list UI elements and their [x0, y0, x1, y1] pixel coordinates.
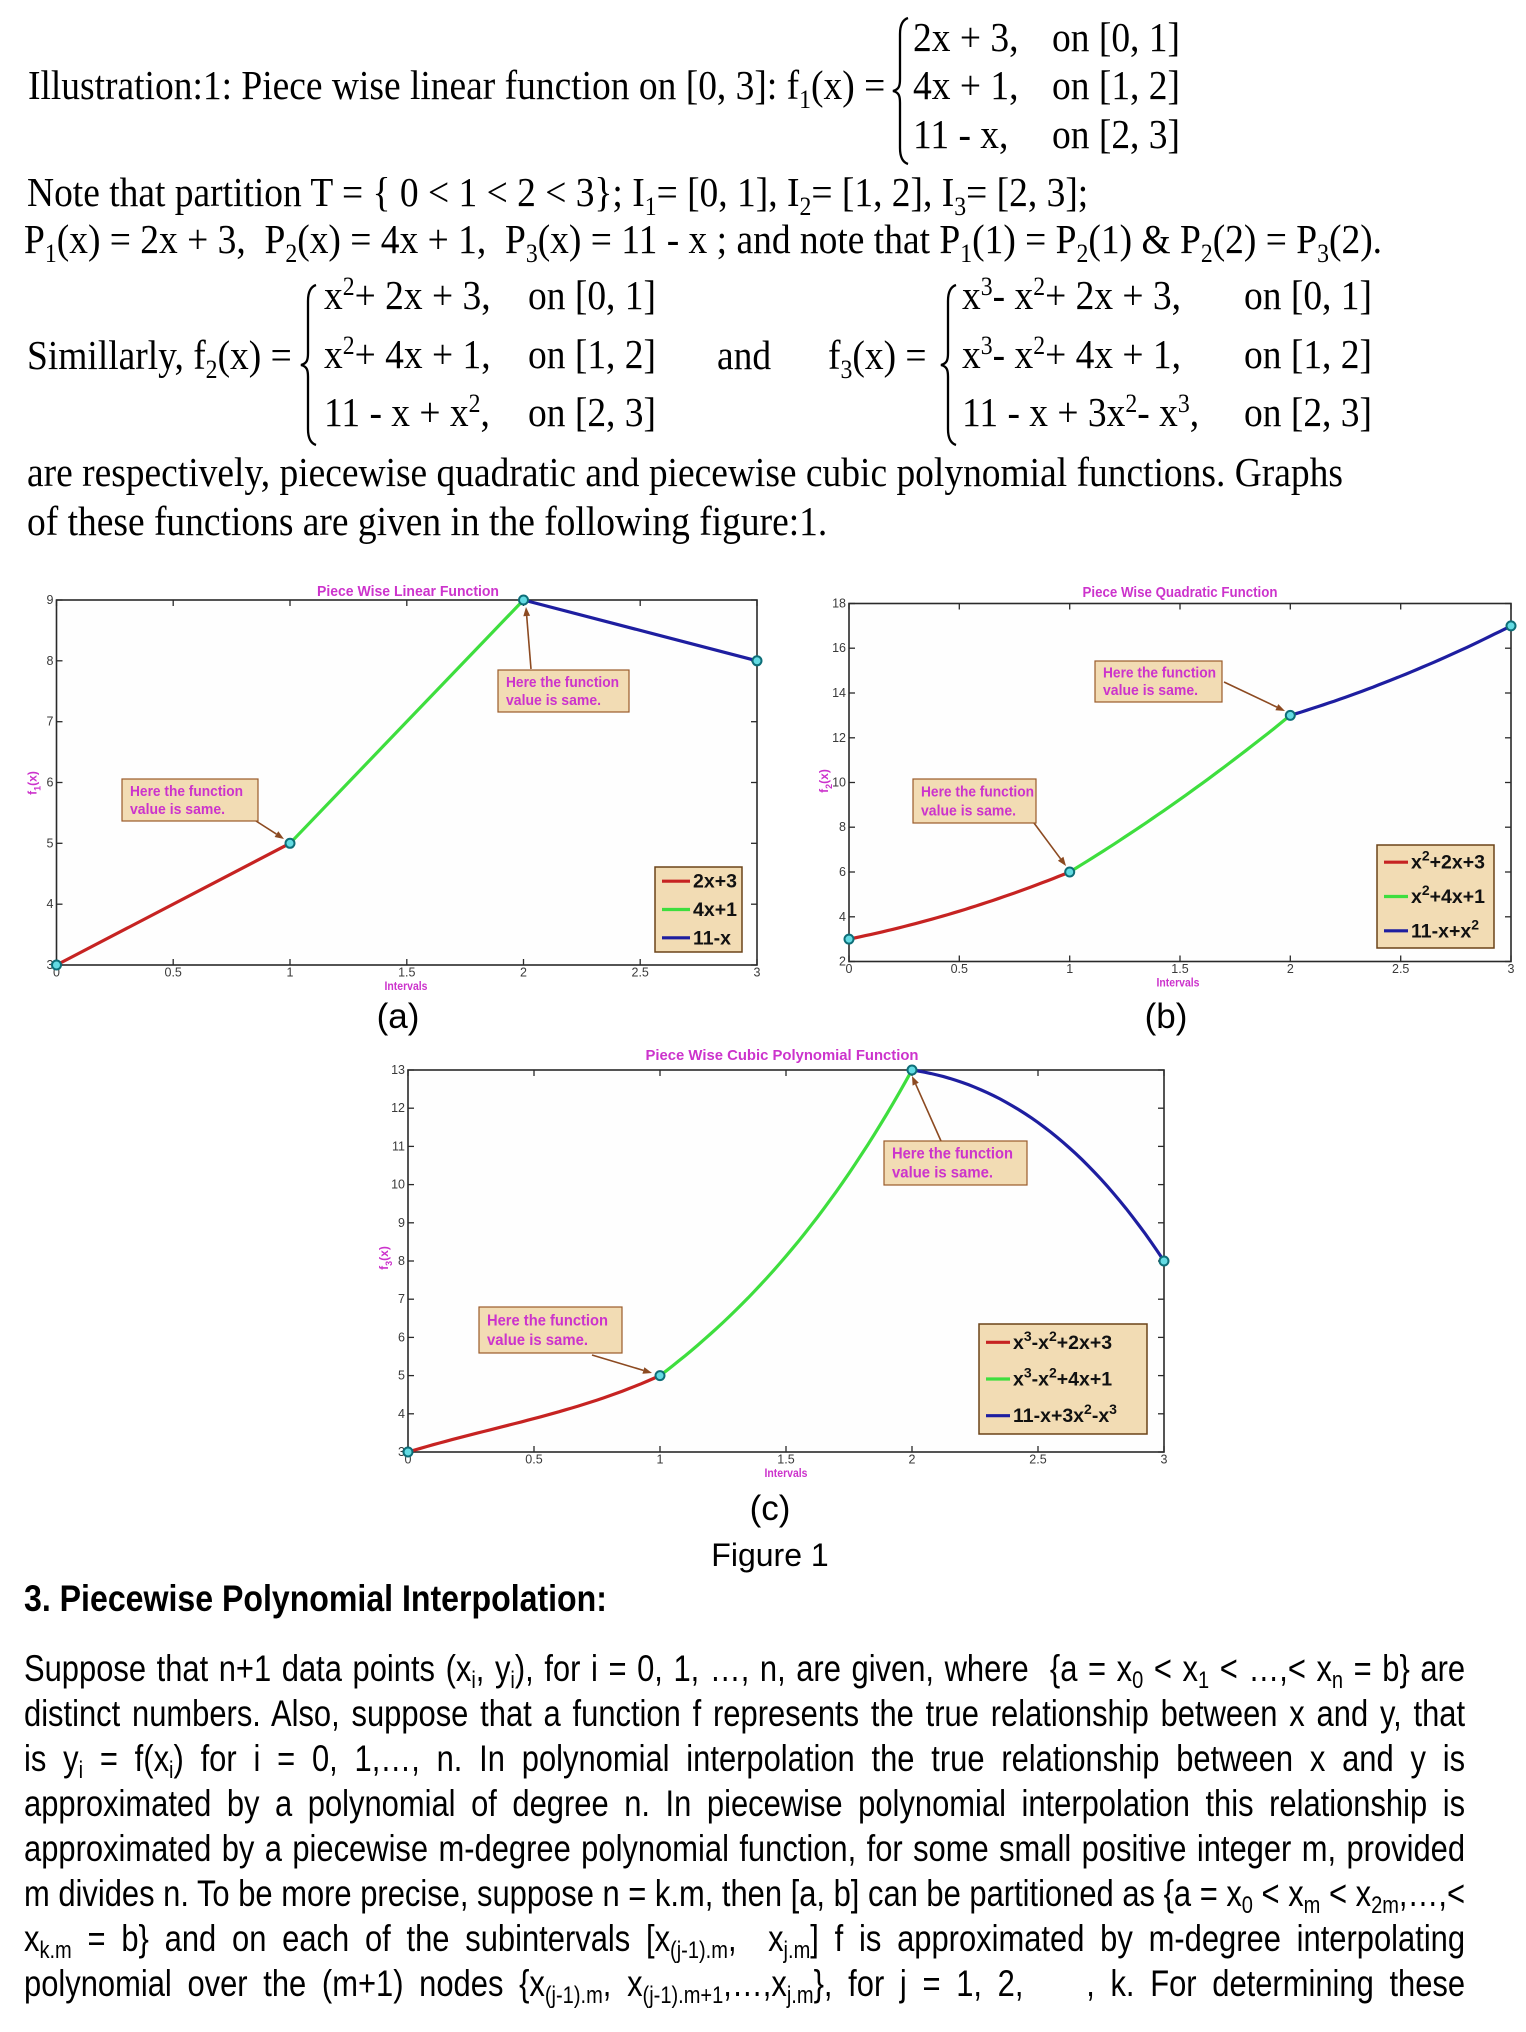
svg-text:x2+4x+1: x2+4x+1 — [1411, 882, 1485, 908]
svg-text:Here the function: Here the function — [506, 674, 619, 691]
svg-text:value is same.: value is same. — [130, 801, 225, 818]
svg-text:2x+3: 2x+3 — [693, 871, 737, 893]
svg-text:Piece Wise Quadratic Function: Piece Wise Quadratic Function — [1083, 584, 1278, 601]
svg-text:value is same.: value is same. — [892, 1165, 993, 1182]
svg-text:value is same.: value is same. — [1103, 682, 1198, 699]
svg-text:4: 4 — [839, 910, 846, 924]
svg-text:1.5: 1.5 — [777, 1453, 794, 1467]
svg-text:value is same.: value is same. — [506, 692, 601, 709]
svg-text:Intervals: Intervals — [1157, 978, 1200, 990]
svg-text:1.5: 1.5 — [398, 966, 415, 980]
svg-text:9: 9 — [47, 593, 54, 607]
svg-text:2: 2 — [1287, 962, 1294, 976]
svg-text:12: 12 — [391, 1101, 405, 1115]
svg-text:Here the function: Here the function — [892, 1146, 1013, 1163]
svg-text:11: 11 — [392, 1139, 405, 1153]
svg-text:0.5: 0.5 — [951, 962, 968, 976]
svg-text:4: 4 — [47, 897, 54, 911]
svg-text:1.5: 1.5 — [1171, 962, 1188, 976]
svg-text:14: 14 — [832, 686, 846, 700]
svg-text:6: 6 — [47, 776, 54, 790]
svg-text:0: 0 — [846, 962, 853, 976]
svg-text:4x+1: 4x+1 — [693, 899, 737, 921]
svg-text:10: 10 — [391, 1178, 405, 1192]
svg-text:Piece Wise Linear Function: Piece Wise Linear Function — [317, 583, 499, 600]
svg-text:3: 3 — [1161, 1453, 1168, 1467]
svg-text:f1(x): f1(x) — [26, 771, 43, 795]
svg-text:value is same.: value is same. — [921, 803, 1016, 820]
svg-text:6: 6 — [839, 865, 846, 879]
svg-text:2: 2 — [909, 1453, 916, 1467]
svg-text:Here the function: Here the function — [1103, 664, 1216, 681]
svg-text:2: 2 — [839, 955, 846, 969]
svg-text:f3(x): f3(x) — [377, 1246, 394, 1270]
svg-text:5: 5 — [398, 1369, 405, 1383]
svg-text:1: 1 — [287, 966, 294, 980]
svg-text:5: 5 — [47, 836, 54, 850]
svg-text:3: 3 — [398, 1445, 405, 1459]
svg-text:1: 1 — [657, 1453, 664, 1467]
svg-text:2.5: 2.5 — [632, 966, 649, 980]
svg-text:0.5: 0.5 — [525, 1453, 542, 1467]
svg-text:Piece Wise Cubic Polynomial Fu: Piece Wise Cubic Polynomial Function — [646, 1047, 919, 1064]
svg-text:18: 18 — [832, 597, 846, 611]
svg-text:10: 10 — [832, 776, 846, 790]
svg-text:4: 4 — [398, 1407, 405, 1421]
svg-text:x3-x2+4x+1: x3-x2+4x+1 — [1013, 1365, 1112, 1391]
svg-text:2.5: 2.5 — [1392, 962, 1409, 976]
svg-text:2: 2 — [520, 966, 527, 980]
svg-text:Intervals: Intervals — [385, 981, 428, 993]
svg-text:8: 8 — [47, 654, 54, 668]
svg-text:3: 3 — [1508, 962, 1515, 976]
svg-text:11-x+x2: 11-x+x2 — [1411, 916, 1479, 942]
svg-text:12: 12 — [832, 731, 846, 745]
svg-text:Intervals: Intervals — [765, 1468, 808, 1480]
svg-text:0.5: 0.5 — [165, 966, 182, 980]
svg-text:11-x+3x2-x3: 11-x+3x2-x3 — [1013, 1401, 1117, 1427]
svg-text:Here the function: Here the function — [130, 783, 243, 800]
svg-text:2.5: 2.5 — [1029, 1453, 1046, 1467]
svg-text:16: 16 — [832, 641, 846, 655]
svg-text:0: 0 — [53, 966, 60, 980]
svg-text:11-x: 11-x — [693, 927, 731, 949]
svg-text:Here the function: Here the function — [921, 784, 1034, 801]
svg-text:1: 1 — [1066, 962, 1073, 976]
svg-text:3: 3 — [47, 958, 54, 972]
svg-text:6: 6 — [398, 1330, 405, 1344]
svg-text:9: 9 — [398, 1216, 405, 1230]
svg-text:13: 13 — [391, 1063, 405, 1077]
svg-text:8: 8 — [398, 1254, 405, 1268]
svg-text:value is same.: value is same. — [487, 1332, 588, 1349]
svg-text:3: 3 — [754, 966, 761, 980]
svg-text:0: 0 — [405, 1453, 412, 1467]
svg-text:7: 7 — [47, 715, 54, 729]
svg-text:Here the function: Here the function — [487, 1312, 608, 1329]
svg-text:8: 8 — [839, 820, 846, 834]
svg-text:7: 7 — [398, 1292, 405, 1306]
